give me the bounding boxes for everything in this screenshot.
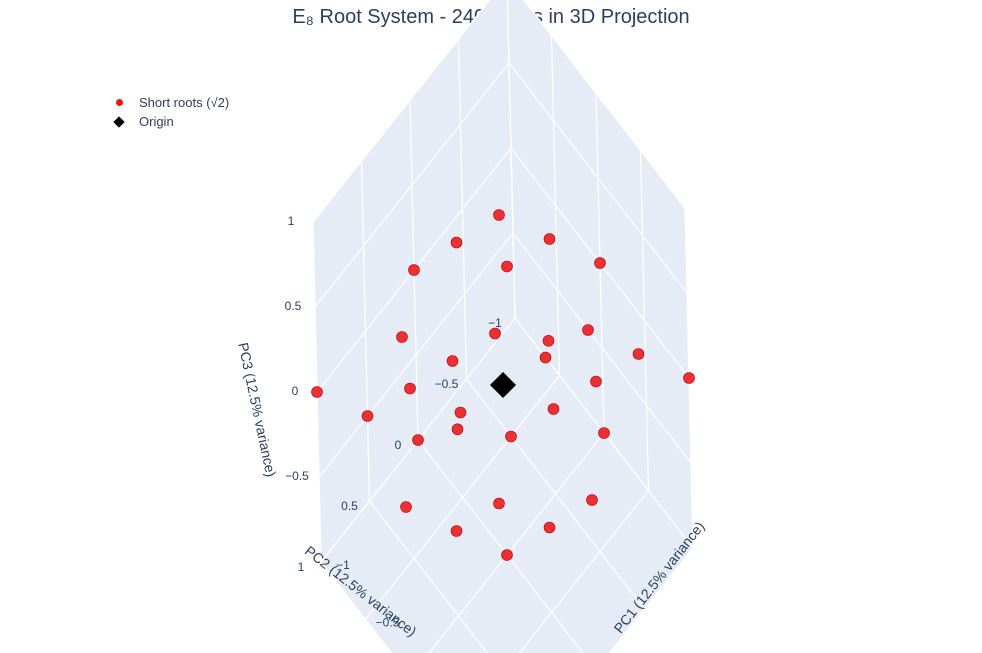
root-point <box>450 236 463 249</box>
legend-label-origin: Origin <box>139 114 174 129</box>
root-point <box>501 549 513 561</box>
root-point <box>582 324 594 336</box>
tick-label-x: −0.5 <box>376 616 400 630</box>
gridline-z-wall-x <box>314 62 510 308</box>
root-point <box>408 264 420 276</box>
origin-marker <box>490 372 516 398</box>
gridline-z-wall-y <box>512 232 692 464</box>
legend: Short roots (√2) Origin <box>110 93 229 131</box>
tick-label-x: −1 <box>336 558 350 572</box>
root-point <box>542 334 555 347</box>
root-point <box>489 327 501 340</box>
root-point <box>543 233 556 245</box>
gridline-x-floor <box>608 547 694 653</box>
tick-label-z: 0 <box>292 384 299 398</box>
root-point <box>396 331 408 343</box>
legend-label-short-roots: Short roots (√2) <box>139 95 230 110</box>
tick-label-y: 0.5 <box>341 499 358 513</box>
root-point <box>446 355 459 367</box>
tick-label-y: 0 <box>395 438 402 452</box>
root-point <box>632 348 645 360</box>
axis-title-z: PC3 (12.5% variance) <box>235 341 279 478</box>
gridline-y-floor <box>369 500 488 653</box>
tick-label-z: −0.5 <box>285 469 309 483</box>
gridline-z-wall-x <box>312 0 491 223</box>
gridline-y-floor <box>320 561 393 653</box>
tick-label-y: −1 <box>488 316 502 330</box>
root-point <box>547 403 560 415</box>
tick-label-z: 1 <box>288 214 295 228</box>
plot-tick-labels: −1−0.500.51−1−0.500.51−0.500.51 <box>285 214 503 630</box>
root-point <box>594 257 606 269</box>
gridline-z-wall-y <box>508 62 688 294</box>
root-point <box>361 410 374 422</box>
root-point <box>505 430 517 443</box>
root-point <box>400 501 412 513</box>
legend-item-origin[interactable]: Origin <box>110 112 229 131</box>
root-point <box>586 494 598 506</box>
root-point <box>450 525 463 537</box>
tick-label-y: 1 <box>298 560 305 574</box>
root-point <box>598 427 610 439</box>
plot-marks <box>311 209 695 561</box>
legend-item-short-roots[interactable]: Short roots (√2) <box>110 93 229 112</box>
root-point <box>454 406 467 419</box>
root-point <box>543 521 556 534</box>
root-point <box>311 386 323 398</box>
root-point <box>451 423 464 436</box>
root-point <box>501 260 513 273</box>
root-point <box>539 351 552 364</box>
root-point <box>493 497 505 510</box>
root-point <box>412 434 424 446</box>
root-point <box>404 382 416 395</box>
root-point <box>683 372 695 384</box>
legend-swatch-circle-icon <box>110 94 128 112</box>
gridline-y-floor <box>466 378 645 610</box>
gridline-z-wall-x <box>318 232 514 478</box>
tick-label-y: −0.5 <box>435 377 459 391</box>
gridline-z-wall-y <box>523 0 686 209</box>
root-point <box>493 209 505 221</box>
root-point <box>590 375 602 388</box>
tick-label-z: 0.5 <box>285 299 302 313</box>
